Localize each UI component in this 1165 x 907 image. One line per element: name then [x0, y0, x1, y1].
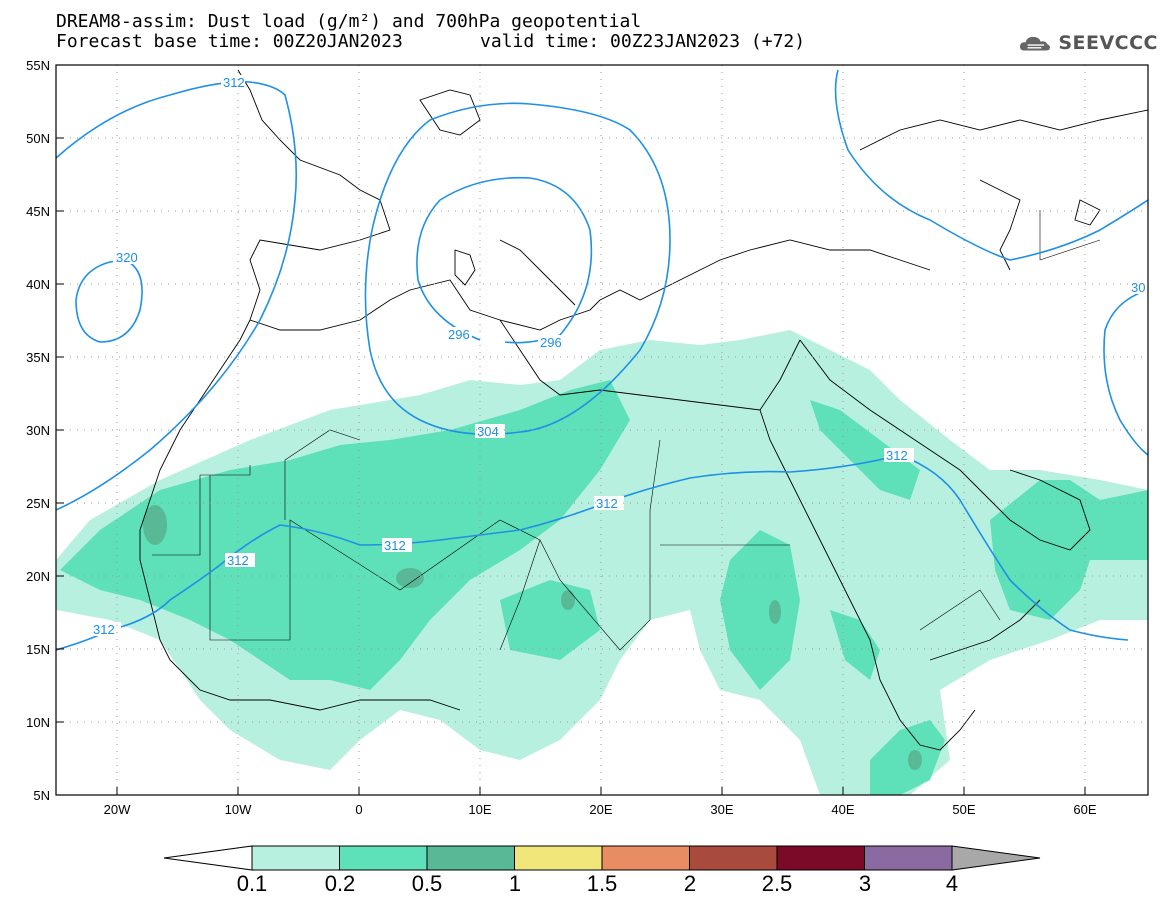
lat-label: 15N	[26, 642, 50, 657]
lon-label: 20E	[589, 802, 612, 817]
graticule	[56, 65, 1148, 795]
contour-label: 312	[886, 448, 908, 463]
contour-label: 312	[223, 75, 245, 90]
colorbar-tick: 0.1	[236, 871, 268, 896]
dust-region-medium	[830, 610, 880, 680]
coastlines	[139, 69, 1148, 751]
lat-label: 55N	[26, 58, 50, 73]
contour-label: 296	[540, 335, 562, 350]
colorbar-swatch	[251, 845, 340, 871]
base-time-label: Forecast base time: 00Z20JAN2023	[56, 31, 403, 52]
lat-label: 5N	[33, 788, 50, 803]
dust-region-dark	[396, 568, 424, 588]
colorbar-swatch	[514, 845, 603, 871]
logo-text: SEEVCCC	[1058, 32, 1158, 54]
lat-label: 40N	[26, 277, 50, 292]
colorbar-tick: 0.2	[324, 871, 356, 896]
colorbar-high-arrow	[951, 845, 1041, 871]
contour-label: 312	[227, 553, 249, 568]
lon-labels: 20W 10W 0 10E 20E 30E 40E 50E 60E	[104, 802, 1097, 817]
lon-label: 40E	[831, 802, 854, 817]
contour-312	[56, 80, 298, 511]
colorbar-tick: 1.5	[586, 871, 618, 896]
contour-label: 296	[448, 327, 470, 342]
lon-label: 50E	[952, 802, 975, 817]
dust-region-dark	[769, 600, 781, 624]
dust-region-dark	[143, 505, 167, 545]
lat-label: 45N	[26, 204, 50, 219]
lat-label: 25N	[26, 496, 50, 511]
lat-label: 50N	[26, 131, 50, 146]
contour-label: 320	[116, 250, 138, 265]
contour-label: 30	[1131, 280, 1145, 295]
colorbar-swatch	[339, 845, 428, 871]
colorbar	[163, 845, 1041, 871]
contour-label: 312	[596, 496, 618, 511]
colorbar-tick: 1	[508, 871, 522, 896]
colorbar-low-arrow	[163, 845, 253, 871]
lat-label: 20N	[26, 569, 50, 584]
cloud-logo-icon	[1019, 36, 1050, 51]
contour-304	[364, 102, 671, 436]
contour-label: 312	[384, 538, 406, 553]
colorbar-tick: 0.5	[411, 871, 443, 896]
borders	[152, 210, 1101, 651]
lat-label: 30N	[26, 423, 50, 438]
dust-region-dark	[908, 750, 922, 770]
dust-region-dark	[561, 590, 575, 610]
contour-label: 312	[93, 622, 115, 637]
lon-label: 10E	[468, 802, 491, 817]
lat-label: 10N	[26, 715, 50, 730]
contour-296	[416, 176, 593, 344]
colorbar-tick: 2	[683, 871, 697, 896]
dust-region-medium	[810, 400, 920, 500]
geopotential-contours	[56, 69, 1148, 651]
lon-label: 10W	[225, 802, 252, 817]
contour-312b	[56, 454, 1129, 651]
dust-region-medium	[870, 720, 945, 795]
contour-312c	[834, 69, 1148, 261]
colorbar-swatch	[864, 845, 953, 871]
colorbar-swatch	[776, 845, 865, 871]
colorbar-swatch	[601, 845, 690, 871]
lon-label: 60E	[1073, 802, 1096, 817]
colorbar-swatch	[426, 845, 515, 871]
colorbar-tick: 4	[945, 871, 959, 896]
seevccc-logo: SEEVCCC	[1018, 26, 1158, 60]
lon-label: 20W	[104, 802, 131, 817]
contour-320	[75, 259, 143, 343]
contour-label: 304	[477, 424, 499, 439]
dust-region-medium	[60, 380, 630, 690]
contour-30x	[1103, 289, 1148, 456]
lat-label: 35N	[26, 350, 50, 365]
dust-region-medium	[720, 530, 800, 690]
map-title: DREAM8-assim: Dust load (g/m²) and 700hP…	[56, 11, 642, 32]
colorbar-swatch	[689, 845, 778, 871]
lat-labels: 55N 50N 45N 40N 35N 30N 25N 20N 15N 10N …	[26, 58, 50, 803]
lon-label: 0	[355, 802, 362, 817]
ticks	[56, 64, 1086, 795]
valid-time-label: valid time: 00Z23JAN2023 (+72)	[480, 31, 806, 52]
dust-field	[56, 330, 1148, 795]
colorbar-tick: 3	[858, 871, 872, 896]
colorbar-tick: 2.5	[761, 871, 793, 896]
lon-label: 30E	[710, 802, 733, 817]
